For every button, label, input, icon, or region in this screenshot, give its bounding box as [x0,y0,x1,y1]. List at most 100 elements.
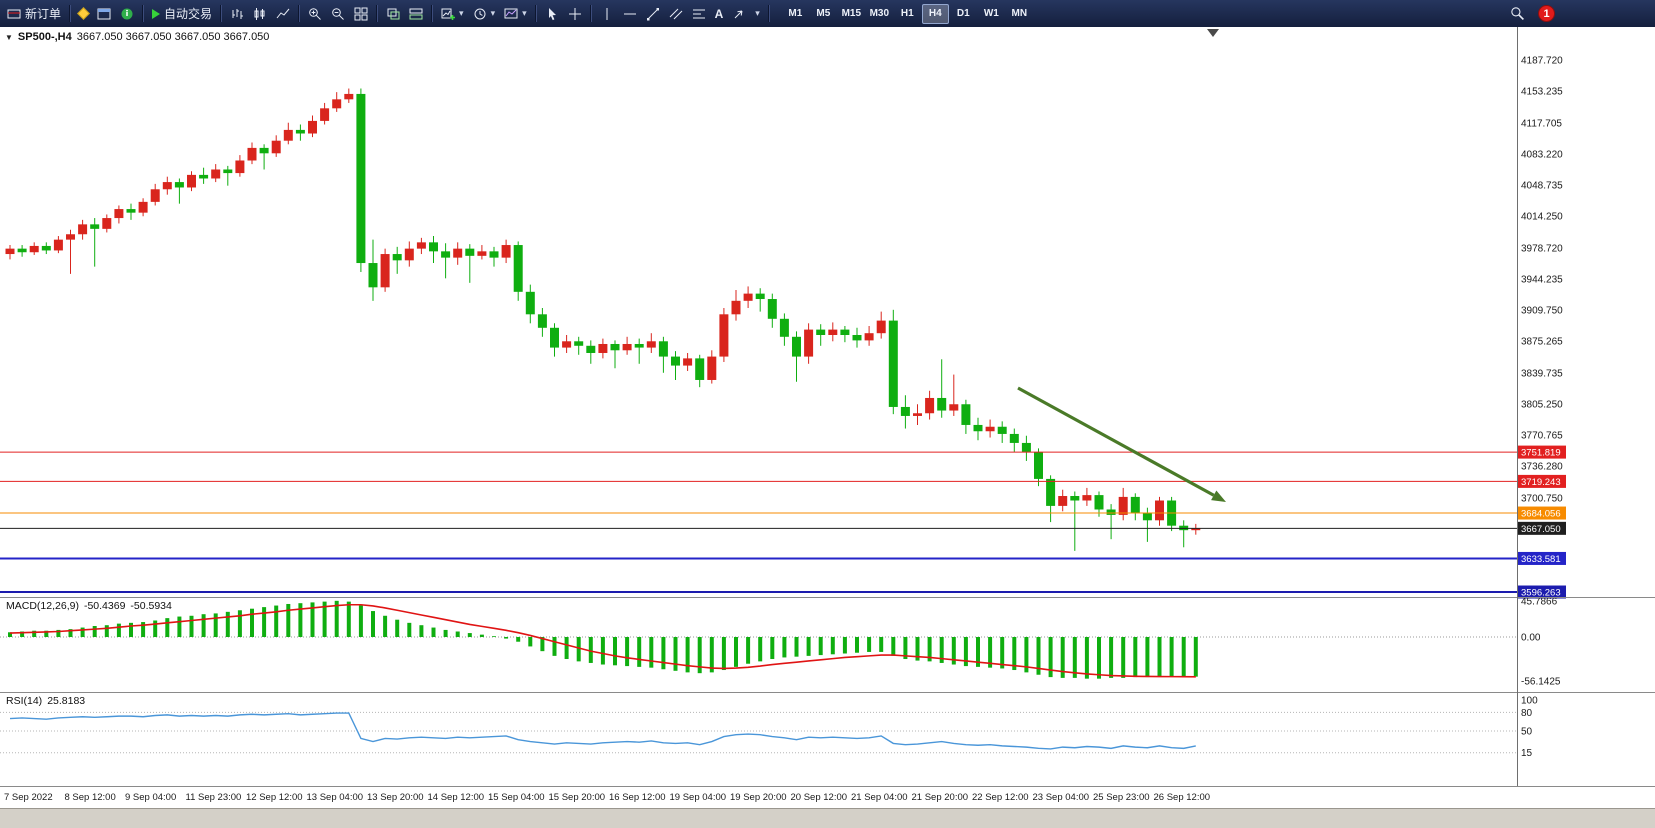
cascade-windows-button[interactable] [382,3,404,24]
arrow-tool-icon [734,10,743,18]
candle [586,345,596,353]
notification-badge[interactable]: 1 [1538,5,1555,22]
timeframe-m5-button[interactable]: M5 [810,4,837,24]
rsi-axis-label: 50 [1521,727,1533,738]
price-axis-label: 3944.235 [1521,275,1563,286]
macd-signal-value: -50.5934 [130,600,172,612]
candle [501,245,511,258]
time-axis-label: 19 Sep 04:00 [670,792,727,803]
price-tag [1518,521,1566,535]
timeframe-d1-button[interactable]: D1 [950,4,977,24]
crosshair-button[interactable] [564,3,586,24]
candle [259,147,269,154]
horizontal-line-icon [623,13,636,14]
auto-trading-button[interactable]: 自动交易 [148,3,216,24]
timeframe-m30-button[interactable]: M30 [866,4,893,24]
timeframe-h4-button[interactable]: H4 [921,3,949,24]
data-window-button[interactable] [116,3,138,24]
price-axis-label: 4083.220 [1521,149,1563,160]
metaeditor-button[interactable] [75,3,92,24]
candle [719,314,729,357]
arrange-windows-button[interactable] [405,3,427,24]
trendline-icon [646,7,659,20]
price-axis-label: 3770.765 [1521,431,1563,442]
candle [187,174,196,188]
time-axis-label: 11 Sep 23:00 [186,792,242,803]
candle [755,293,765,300]
new-order-button[interactable]: 新订单 [3,3,65,24]
candle [1191,528,1201,531]
trend-arrow-line[interactable] [1017,386,1215,497]
new-chart-button[interactable]: ▾ [437,3,468,24]
objects-more-button[interactable]: ▾ [751,3,764,24]
candle [17,248,27,253]
candle [344,93,354,100]
zoom-out-button[interactable] [327,3,349,24]
candle [1021,442,1031,452]
channel-button[interactable] [665,3,687,24]
price-tag [1518,551,1566,565]
candle [525,291,535,315]
line-chart-button[interactable] [272,3,294,24]
timeframe-mn-button[interactable]: MN [1006,4,1033,24]
candle [5,248,15,255]
time-axis-label: 23 Sep 04:00 [1033,792,1090,803]
horizontal-line-button[interactable] [619,3,641,24]
text-button[interactable]: A [711,3,728,24]
candle [888,320,898,407]
price-axis-label: 3875.265 [1521,337,1563,348]
time-axis-label: 14 Sep 12:00 [428,792,485,803]
arrows-button[interactable] [728,3,750,24]
chevron-down-icon: ▾ [755,8,760,18]
time-axis-label: 21 Sep 04:00 [851,792,908,803]
data-window-icon [121,8,133,19]
candle [683,358,693,366]
collapse-icon[interactable]: ▼ [5,32,13,42]
zoom-in-button[interactable] [304,3,326,24]
candle [550,327,559,348]
candle [646,341,656,348]
candle [90,224,100,229]
templates-button[interactable]: ▾ [500,3,531,24]
price-tag-label: 3719.243 [1521,477,1561,488]
price-tag [1518,445,1566,459]
line-chart-icon [276,8,290,18]
candle [925,397,935,414]
chart-shift-marker[interactable] [1207,29,1219,37]
candle [247,147,257,161]
auto-trading-label: 自动交易 [164,7,213,21]
macd-histogram [8,600,1198,679]
cursor-button[interactable] [541,3,563,24]
candle [852,334,862,341]
timeframe-h1-button[interactable]: H1 [894,4,921,24]
candle [598,343,608,353]
bar-chart-button[interactable] [226,3,248,24]
timeframe-w1-button[interactable]: W1 [978,4,1005,24]
toolbar-separator [767,5,770,22]
rsi-axis-label: 15 [1521,748,1533,759]
trendline-button[interactable] [642,3,664,24]
timeframe-m15-button[interactable]: M15 [838,4,865,24]
tile-windows-icon [354,7,368,20]
price-tag [1518,474,1566,488]
fibonacci-icon [692,9,705,18]
candle [949,404,959,411]
vertical-line-icon [606,7,608,20]
timeframe-m1-button[interactable]: M1 [782,4,809,24]
rsi-name: RSI(14) [6,695,43,707]
periods-button[interactable]: ▾ [469,3,500,24]
macd-axis-label: 45.7866 [1521,596,1558,607]
fibonacci-button[interactable] [688,3,710,24]
macd-axis-label: -56.1425 [1521,677,1561,688]
candle [610,343,620,351]
profiles-button[interactable] [93,3,115,24]
macd-axis-label: 0.00 [1521,633,1541,644]
candle [767,299,777,319]
search-button[interactable] [1506,3,1529,24]
chevron-down-icon: ▾ [522,8,527,18]
candlestick-chart-button[interactable] [249,3,271,24]
candle [1094,495,1104,510]
vertical-line-button[interactable] [596,3,618,24]
tile-windows-button[interactable] [350,3,372,24]
